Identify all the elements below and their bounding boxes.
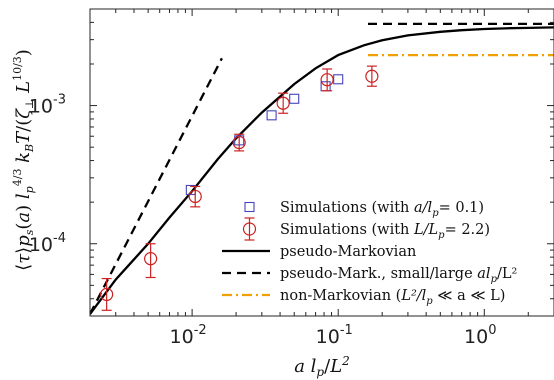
data-point-circle bbox=[232, 135, 246, 150]
data-point-circle bbox=[100, 287, 114, 301]
data-point-circle bbox=[320, 73, 334, 87]
legend-label: pseudo-Mark., small/large alp/L² bbox=[280, 266, 517, 285]
legend-entry: pseudo-Markovian bbox=[222, 244, 416, 260]
series-layer bbox=[90, 22, 554, 315]
x-axis-label: a lp/L2 bbox=[294, 354, 350, 379]
x-tick-label: 10-1 bbox=[316, 323, 353, 348]
legend-label: Simulations (with a/lp= 0.1) bbox=[280, 200, 484, 219]
legend-swatch-circle bbox=[242, 222, 257, 236]
y-tick-label: 10-4 bbox=[29, 231, 66, 256]
legend-entry: Simulations (with a/lp= 0.1) bbox=[244, 200, 484, 219]
plot-clip-group bbox=[90, 22, 554, 315]
y-tick-label: 10-3 bbox=[29, 93, 66, 118]
legend-entry: Simulations (with L/Lp= 2.2) bbox=[242, 217, 490, 241]
data-point-circle bbox=[144, 252, 158, 266]
legend-label: pseudo-Markovian bbox=[280, 244, 416, 260]
legend-label: Simulations (with L/Lp= 2.2) bbox=[280, 222, 490, 241]
svg-text:⟨τ⟩ps(a) lp4/3 kBT/(ζ⊥ L10/3): ⟨τ⟩ps(a) lp4/3 kBT/(ζ⊥ L10/3) bbox=[11, 49, 36, 271]
y-axis-label: ⟨τ⟩ps(a) lp4/3 kBT/(ζ⊥ L10/3) bbox=[11, 49, 36, 271]
legend-entry: non-Markovian (L²/lp ≪ a ≪ L) bbox=[222, 288, 505, 307]
series-line-solid-0 bbox=[90, 26, 554, 315]
legend-label: non-Markovian (L²/lp ≪ a ≪ L) bbox=[280, 288, 505, 307]
x-tick-label: 100 bbox=[464, 323, 496, 348]
data-point-circle bbox=[365, 69, 379, 83]
data-point-circle bbox=[276, 96, 290, 110]
data-point-square bbox=[289, 93, 300, 104]
series-line-dashed-0 bbox=[90, 57, 223, 315]
data-point-circle bbox=[188, 189, 202, 204]
axes-layer: 10-2 10-1 100 10-4 10-3 bbox=[29, 8, 554, 348]
axes-frame bbox=[89, 8, 554, 317]
legend-swatch-square bbox=[244, 201, 255, 213]
legend-entry: pseudo-Mark., small/large alp/L² bbox=[222, 266, 517, 285]
data-point-square bbox=[266, 110, 277, 121]
x-tick-label: 10-2 bbox=[170, 323, 207, 348]
legend: Simulations (with a/lp= 0.1) Simulations … bbox=[222, 200, 517, 307]
